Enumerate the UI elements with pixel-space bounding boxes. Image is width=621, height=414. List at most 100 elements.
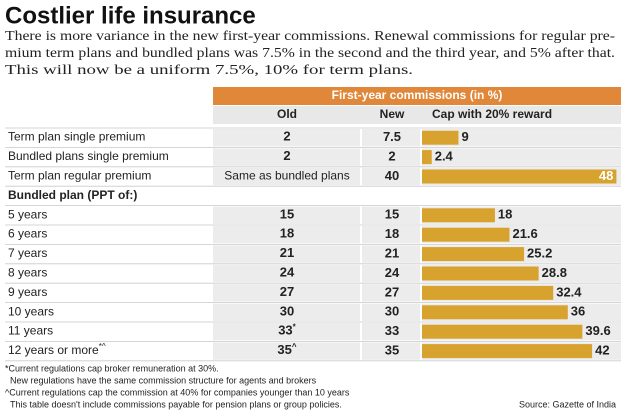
new-value: 30 [385, 304, 399, 319]
row-label-text: Bundled plan (PPT of:) [8, 188, 137, 202]
table: Old New Cap with 20% reward Term plan singl… [5, 106, 621, 409]
new-value: 40 [385, 168, 399, 183]
old-value-note: * [293, 323, 297, 332]
row-label: 12 years or more*^ [8, 342, 106, 357]
old-value: 35^ [277, 342, 296, 357]
row-label: Term plan single premium [8, 130, 145, 144]
new-value: 24 [385, 265, 400, 280]
row-label-text: Term plan regular premium [8, 169, 151, 183]
cell-bg [213, 245, 360, 263]
cell-bg [362, 206, 420, 224]
row-label-text: Term plan single premium [8, 130, 145, 144]
footnote: *Current regulations cap broker remunera… [5, 363, 219, 373]
cap-bar [422, 247, 525, 262]
cell-bg [213, 206, 360, 224]
cap-bar [422, 130, 459, 145]
new-value: 35 [385, 343, 399, 358]
old-value-text: 21 [280, 246, 294, 261]
row-label: 8 years [8, 266, 47, 280]
subtitle-line: This will now be a uniform 7.5%, 10% for… [5, 63, 413, 78]
old-value: 30 [280, 304, 294, 319]
header-row-bg [213, 106, 621, 124]
footnote: New regulations have the same commission… [10, 375, 317, 385]
cap-bar [422, 150, 432, 165]
new-value: 27 [385, 284, 399, 299]
cell-bg [362, 284, 420, 302]
old-value: 18 [280, 226, 294, 241]
new-value: 33 [385, 323, 399, 338]
cell-bg [213, 167, 360, 186]
row-label: 6 years [8, 227, 47, 241]
cell-bg [213, 303, 360, 321]
cap-label: 42 [595, 343, 609, 358]
old-value-text: 27 [280, 284, 294, 299]
old-value: 27 [280, 284, 294, 299]
row-label: 9 years [8, 285, 47, 299]
cell-bg [213, 226, 360, 244]
row-label: 10 years [8, 304, 54, 318]
cell-bg [422, 148, 621, 166]
cell-bg [362, 226, 420, 244]
cap-bar [422, 266, 539, 281]
cap-label: 2.4 [435, 149, 454, 164]
new-value: 2 [388, 149, 395, 164]
row-label: 5 years [8, 207, 47, 221]
old-value: 2 [283, 129, 290, 144]
old-value-text: 2 [283, 129, 290, 144]
new-value: 21 [385, 246, 399, 261]
cap-label: 32.4 [556, 284, 582, 299]
row-label-text: Bundled plans single premium [8, 149, 169, 163]
cap-bar [422, 285, 554, 300]
new-value: 15 [385, 207, 399, 222]
cell-bg [362, 264, 420, 283]
cell-bg [213, 323, 360, 341]
cell-bg [362, 245, 420, 263]
old-value-text: 33 [278, 323, 292, 338]
group-header-bg [213, 87, 621, 105]
row-label-text: 12 years or more [8, 343, 99, 357]
cell-bg [362, 148, 420, 166]
column-header: Old [277, 107, 297, 121]
old-value-note: ^ [292, 342, 297, 351]
old-value-text: 30 [280, 304, 294, 319]
row-label: 7 years [8, 246, 47, 260]
row-label: Term plan regular premium [8, 169, 151, 183]
cap-label: 48 [599, 168, 613, 183]
cap-label: 9 [461, 129, 468, 144]
cap-bar [422, 208, 495, 223]
old-value: 24 [280, 265, 295, 280]
row-label-text: 11 years [8, 324, 53, 338]
old-value: 33* [278, 323, 296, 338]
cell-bg [422, 129, 621, 147]
row-label-text: 6 years [8, 227, 47, 241]
row-label-text: 10 years [8, 304, 54, 318]
new-value: 7.5 [383, 129, 401, 144]
cap-label: 28.8 [542, 265, 567, 280]
cap-label: 39.6 [585, 323, 610, 338]
old-value: 21 [280, 246, 294, 261]
cap-bar [422, 344, 593, 359]
cap-bar [422, 227, 510, 242]
subtitle-line: There is more variance in the new first-… [5, 29, 615, 44]
cell-bg [362, 342, 420, 360]
row-label-text: 7 years [8, 246, 47, 260]
column-header: New [380, 107, 405, 121]
row-label: 11 years [8, 324, 53, 338]
cell-bg [362, 303, 420, 321]
cell-bg [362, 129, 420, 147]
cap-label: 36 [571, 304, 585, 319]
column-header: Cap with 20% reward [432, 107, 552, 121]
source: Source: Gazette of India [519, 399, 616, 409]
cell-bg [213, 342, 360, 360]
new-value: 18 [385, 226, 399, 241]
cap-label: 21.6 [512, 226, 537, 241]
cap-label: 18 [498, 207, 512, 222]
old-value-text: 15 [280, 207, 294, 222]
cell-bg [213, 264, 360, 283]
old-value-text: Same as bundled plans [224, 169, 349, 183]
cap-label: 25.2 [527, 246, 552, 261]
title: Costlier life insurance [5, 2, 256, 29]
row-label-text: 9 years [8, 285, 47, 299]
cell-bg [362, 167, 420, 186]
